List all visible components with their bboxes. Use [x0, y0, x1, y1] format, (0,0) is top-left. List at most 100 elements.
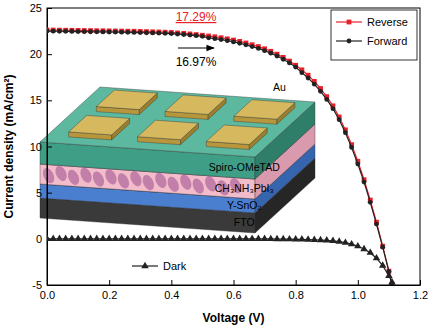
data-point — [174, 235, 181, 241]
tick-label: 20 — [30, 48, 42, 60]
data-point — [248, 235, 255, 241]
data-point — [348, 240, 355, 246]
data-point — [224, 235, 231, 241]
data-point — [342, 238, 349, 244]
grain — [53, 164, 69, 183]
tick-mark — [171, 280, 172, 285]
data-point — [355, 162, 360, 167]
data-point — [323, 236, 330, 242]
data-point — [368, 200, 373, 205]
page: {"chart_data": { "type": "line", "xlabel… — [0, 0, 433, 330]
data-point — [69, 29, 74, 34]
legend: ReverseForwardDark — [132, 10, 417, 272]
data-point — [287, 61, 292, 66]
plot-area — [47, 28, 396, 285]
data-point — [219, 37, 224, 42]
x-axis: 0.00.20.40.60.81.01.2 — [40, 280, 428, 301]
tick-label: 1.2 — [413, 289, 428, 301]
electrode-top — [69, 115, 130, 134]
data-point — [324, 97, 329, 102]
data-point — [76, 29, 81, 34]
grain — [78, 166, 94, 185]
data-point — [200, 34, 205, 39]
tick-label: 5 — [36, 187, 42, 199]
tick-label: 0.4 — [164, 289, 179, 301]
electrode-top — [206, 125, 267, 145]
data-point — [82, 29, 87, 34]
electrode-top — [96, 90, 157, 110]
data-point — [181, 32, 186, 37]
electrode-top — [165, 95, 226, 115]
layer-label: CH₃NH₃PbI₃ — [215, 182, 274, 194]
tick-mark — [47, 54, 52, 55]
layer-label: Y-SnO₂ — [227, 199, 262, 211]
data-point — [261, 235, 268, 241]
data-point — [268, 51, 273, 56]
data-point — [236, 235, 243, 241]
tick-mark — [47, 147, 52, 148]
tick-label: 15 — [30, 94, 42, 106]
tick-label: 0.6 — [226, 289, 241, 301]
data-point — [318, 89, 323, 94]
legend-label: Reverse — [367, 16, 408, 28]
data-point — [275, 54, 280, 59]
tick-label: 1.0 — [351, 289, 366, 301]
data-point — [306, 76, 311, 81]
legend-marker — [141, 262, 148, 268]
data-point — [199, 235, 206, 241]
data-point — [168, 235, 175, 241]
data-point — [379, 261, 386, 267]
tick-label: 0.8 — [289, 289, 304, 301]
data-point — [188, 33, 193, 38]
data-point — [280, 235, 287, 241]
data-point — [311, 235, 318, 241]
y-axis: -50510152025 — [30, 2, 52, 291]
data-point — [150, 31, 155, 36]
data-point — [74, 235, 81, 241]
grain — [41, 166, 57, 185]
data-point — [57, 29, 62, 34]
data-point — [237, 41, 242, 46]
data-point — [367, 248, 374, 254]
data-point — [49, 235, 56, 241]
tick-label: 0 — [36, 233, 42, 245]
tick: 5 — [36, 187, 52, 199]
data-point — [298, 235, 305, 241]
tick-mark — [47, 100, 52, 101]
data-point — [286, 235, 293, 241]
data-point — [242, 235, 249, 241]
grain — [66, 168, 82, 187]
data-point — [205, 235, 212, 241]
data-point — [113, 30, 118, 35]
data-point — [124, 235, 131, 241]
annotation: 17.29% — [176, 10, 217, 24]
tick-label: -5 — [32, 279, 42, 291]
data-point — [99, 235, 106, 241]
tick: 0.2 — [102, 280, 117, 301]
tick-mark — [358, 280, 359, 285]
data-point — [335, 237, 342, 243]
data-point — [230, 235, 237, 241]
tick: 1.0 — [351, 280, 366, 301]
data-point — [105, 235, 112, 241]
data-point — [68, 235, 75, 241]
data-point — [56, 235, 63, 241]
data-point — [112, 235, 119, 241]
tick-mark — [47, 193, 52, 194]
data-point — [155, 235, 162, 241]
data-point — [157, 31, 162, 36]
data-point — [161, 235, 168, 241]
grain — [128, 169, 144, 188]
plot-frame — [47, 8, 420, 285]
data-point — [206, 35, 211, 40]
data-point — [163, 31, 168, 36]
tick: 20 — [30, 48, 52, 60]
layer-1-top — [40, 87, 315, 157]
data-point — [217, 235, 224, 241]
series-line — [47, 239, 392, 282]
grain — [165, 175, 181, 194]
data-point — [88, 29, 93, 34]
data-point — [87, 235, 94, 241]
grain — [190, 177, 206, 196]
tick-mark — [296, 280, 297, 285]
